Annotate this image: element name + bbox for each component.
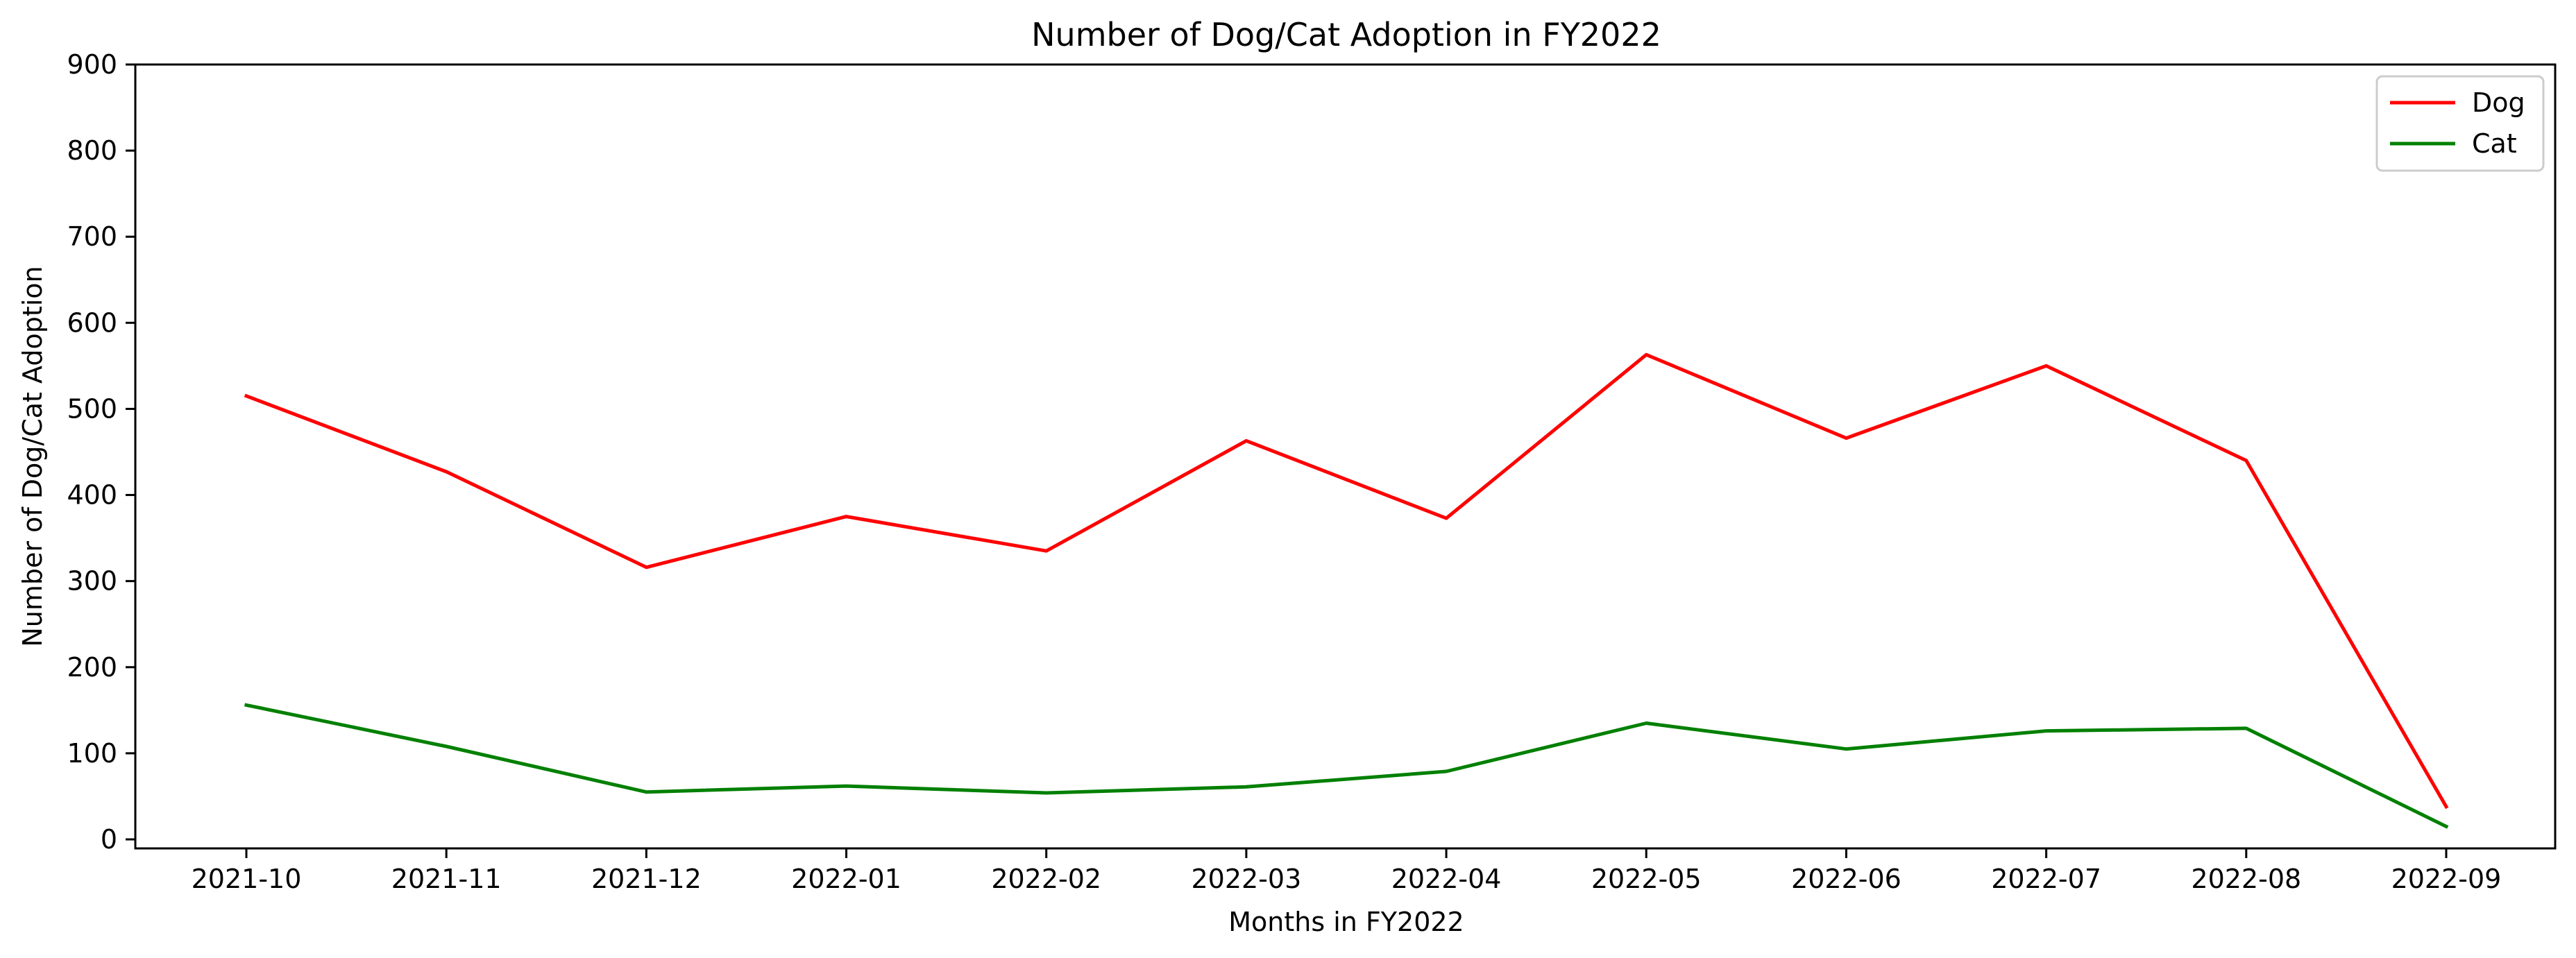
x-tick-label: 2022-03 [1192, 864, 1302, 894]
y-tick-label: 200 [67, 652, 117, 683]
y-axis-label: Number of Dog/Cat Adoption [17, 266, 48, 647]
y-tick-label: 900 [67, 49, 117, 80]
legend-label-dog: Dog [2472, 87, 2525, 118]
y-tick-label: 400 [67, 480, 117, 511]
x-axis-label: Months in FY2022 [1228, 907, 1464, 937]
x-tick-label: 2022-07 [1991, 864, 2101, 894]
y-tick-label: 0 [101, 824, 117, 855]
x-tick-label: 2022-09 [2391, 864, 2502, 894]
y-tick-label: 700 [67, 221, 117, 252]
series-line-cat [244, 703, 2449, 829]
x-tick-label: 2022-05 [1591, 864, 1702, 894]
y-tick-label: 800 [67, 135, 117, 166]
legend-box [2375, 75, 2545, 172]
plot-frame [134, 63, 2557, 850]
chart-title: Number of Dog/Cat Adoption in FY2022 [1031, 16, 1661, 53]
x-tick-label: 2021-12 [591, 864, 702, 894]
y-axis: 0 100 200 300 400 500 600 700 800 900 [67, 49, 135, 855]
legend: Dog Cat [2375, 75, 2545, 172]
x-axis: 2021-10 2021-11 2021-12 2022-01 2022-02 2022-… [192, 848, 2502, 894]
x-tick-label: 2022-04 [1391, 864, 1502, 894]
x-tick-label: 2021-10 [192, 864, 302, 894]
legend-label-cat: Cat [2472, 128, 2517, 159]
y-tick-label: 500 [67, 393, 117, 424]
y-tick-label: 100 [67, 738, 117, 769]
x-tick-label: 2022-02 [991, 864, 1101, 894]
y-tick-label: 300 [67, 566, 117, 597]
x-tick-label: 2022-06 [1791, 864, 1901, 894]
plot-area [244, 352, 2449, 829]
y-tick-label: 600 [67, 307, 117, 338]
x-tick-label: 2022-08 [2191, 864, 2301, 894]
x-tick-label: 2021-11 [391, 864, 502, 894]
series-line-dog [244, 352, 2449, 810]
x-tick-label: 2022-01 [791, 864, 901, 894]
